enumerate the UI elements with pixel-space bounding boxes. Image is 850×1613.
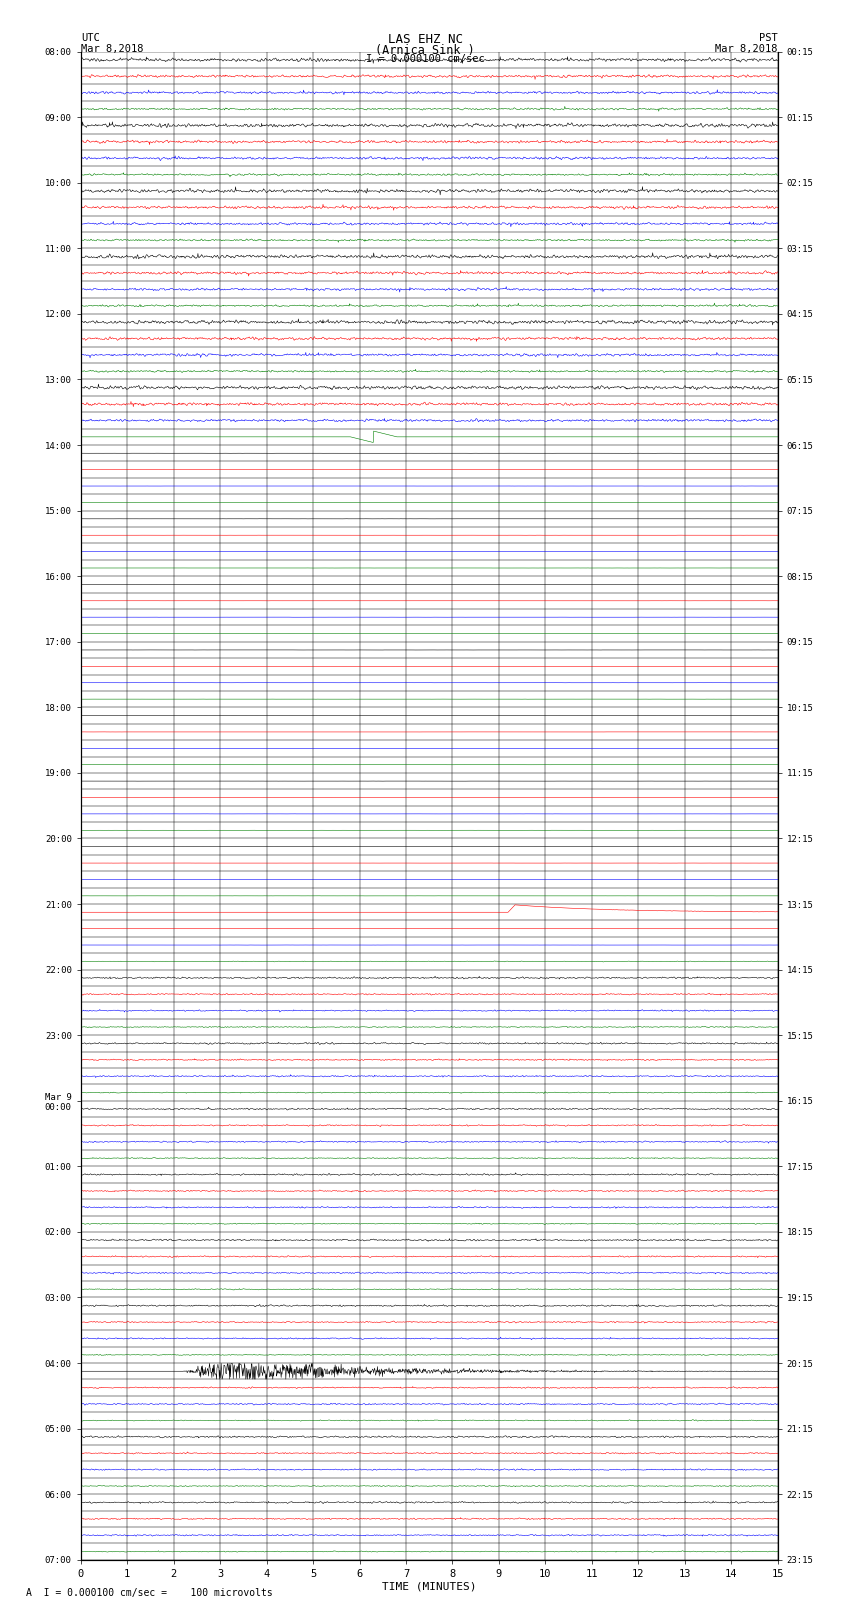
Text: (Arnica Sink ): (Arnica Sink ) [375,44,475,56]
Text: I = 0.000100 cm/sec: I = 0.000100 cm/sec [366,53,484,65]
Text: UTC: UTC [81,32,99,44]
Text: Mar 8,2018: Mar 8,2018 [715,44,778,53]
Text: PST: PST [759,32,778,44]
X-axis label: TIME (MINUTES): TIME (MINUTES) [382,1582,477,1592]
Text: Mar 8,2018: Mar 8,2018 [81,44,144,53]
Text: A  I = 0.000100 cm/sec =    100 microvolts: A I = 0.000100 cm/sec = 100 microvolts [26,1589,272,1598]
Text: LAS EHZ NC: LAS EHZ NC [388,32,462,47]
